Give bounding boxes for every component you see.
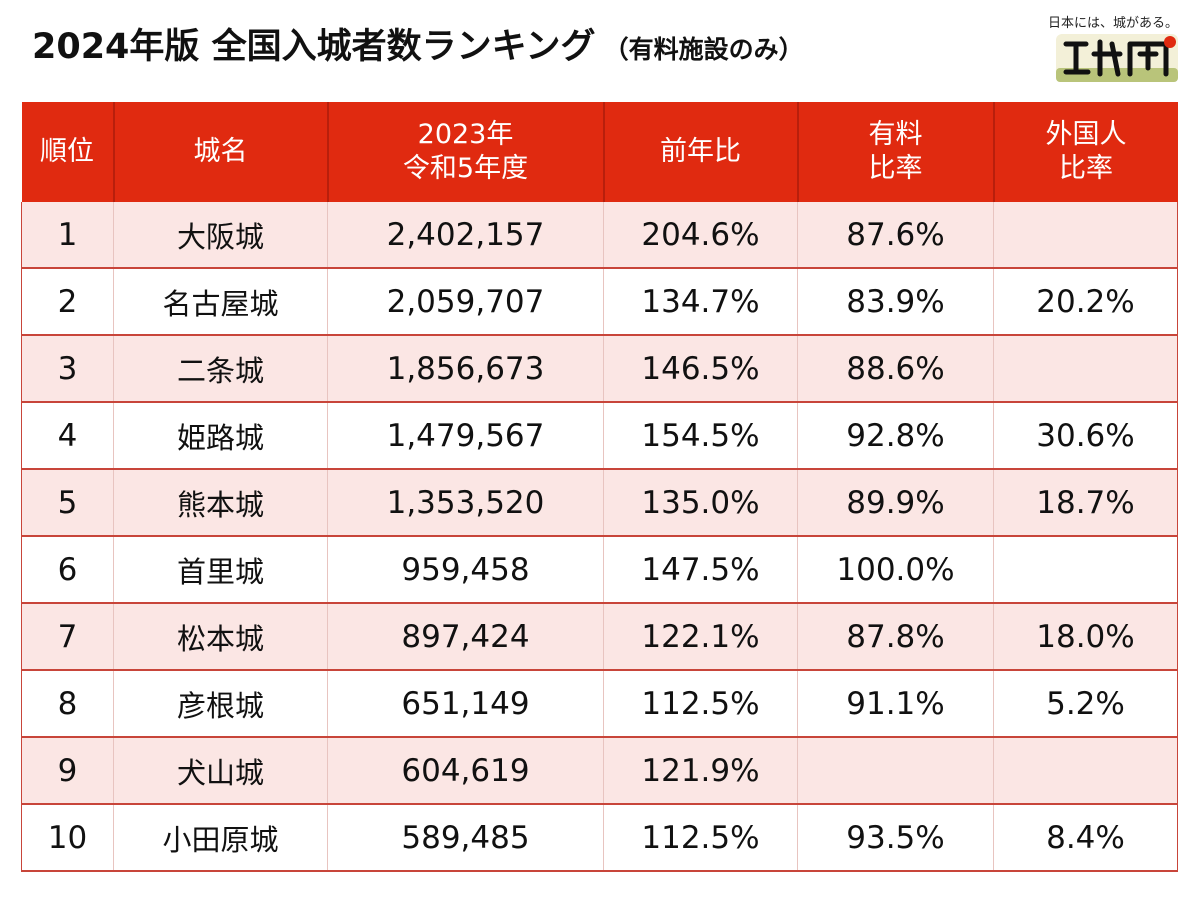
column-header-line2: 比率 bbox=[1059, 153, 1113, 184]
column-header-visitors: 2023年 令和5年度 bbox=[327, 102, 605, 202]
castle-name-cell: 首里城 bbox=[113, 536, 328, 604]
table-row: 8 彦根城 651,149 112.5% 91.1% 5.2% bbox=[21, 670, 1178, 738]
foreign-ratio-cell: 5.2% bbox=[993, 670, 1178, 738]
yoy-cell: 204.6% bbox=[603, 202, 798, 269]
yoy-cell: 134.7% bbox=[603, 268, 798, 336]
visitors-cell: 2,402,157 bbox=[327, 202, 604, 269]
column-header-line1: 前年比 bbox=[660, 136, 741, 167]
visitors-cell: 1,353,520 bbox=[327, 469, 604, 537]
table-row: 7 松本城 897,424 122.1% 87.8% 18.0% bbox=[21, 603, 1178, 671]
title-main: 2024年版 全国入城者数ランキング bbox=[32, 27, 596, 67]
column-header-paid-ratio: 有料 比率 bbox=[797, 102, 995, 202]
foreign-ratio-cell: 18.0% bbox=[993, 603, 1178, 671]
rank-cell: 10 bbox=[21, 804, 114, 872]
foreign-ratio-cell bbox=[993, 202, 1178, 269]
column-header-line1: 城名 bbox=[193, 136, 248, 167]
rank-cell: 2 bbox=[21, 268, 114, 336]
rank-cell: 4 bbox=[21, 402, 114, 470]
paid-ratio-cell bbox=[797, 737, 994, 805]
castle-name-cell: 犬山城 bbox=[113, 737, 328, 805]
yoy-cell: 112.5% bbox=[603, 670, 798, 738]
yoy-cell: 121.9% bbox=[603, 737, 798, 805]
foreign-ratio-cell bbox=[993, 335, 1178, 403]
rank-cell: 6 bbox=[21, 536, 114, 604]
castle-name-cell: 姫路城 bbox=[113, 402, 328, 470]
yoy-cell: 147.5% bbox=[603, 536, 798, 604]
rank-cell: 7 bbox=[21, 603, 114, 671]
column-header-name: 城名 bbox=[113, 102, 329, 202]
castle-name-cell: 熊本城 bbox=[113, 469, 328, 537]
foreign-ratio-cell: 30.6% bbox=[993, 402, 1178, 470]
yoy-cell: 146.5% bbox=[603, 335, 798, 403]
visitors-cell: 2,059,707 bbox=[327, 268, 604, 336]
table-body: 1 大阪城 2,402,157 204.6% 87.6% 2 名古屋城 2,05… bbox=[21, 202, 1178, 872]
logo-tagline: 日本には、城がある。 bbox=[1048, 16, 1179, 31]
column-header-line1: 順位 bbox=[40, 136, 94, 167]
foreign-ratio-cell: 20.2% bbox=[993, 268, 1178, 336]
column-header-line1: 外国人 bbox=[1045, 119, 1127, 150]
paid-ratio-cell: 88.6% bbox=[797, 335, 994, 403]
rank-cell: 3 bbox=[21, 335, 114, 403]
foreign-ratio-cell bbox=[993, 536, 1178, 604]
paid-ratio-cell: 91.1% bbox=[797, 670, 994, 738]
visitors-cell: 897,424 bbox=[327, 603, 604, 671]
table-row: 2 名古屋城 2,059,707 134.7% 83.9% 20.2% bbox=[21, 268, 1178, 336]
paid-ratio-cell: 100.0% bbox=[797, 536, 994, 604]
rank-cell: 9 bbox=[21, 737, 114, 805]
yoy-cell: 135.0% bbox=[603, 469, 798, 537]
paid-ratio-cell: 92.8% bbox=[797, 402, 994, 470]
visitors-cell: 589,485 bbox=[327, 804, 604, 872]
table-row: 4 姫路城 1,479,567 154.5% 92.8% 30.6% bbox=[21, 402, 1178, 470]
column-header-line2: 令和5年度 bbox=[402, 153, 529, 184]
paid-ratio-cell: 89.9% bbox=[797, 469, 994, 537]
table-header-row: 順位 城名 2023年 令和5年度 前年比 有料 比率 外国人 bbox=[21, 102, 1178, 202]
castle-name-cell: 二条城 bbox=[113, 335, 328, 403]
column-header-rank: 順位 bbox=[21, 102, 115, 202]
castle-name-cell: 名古屋城 bbox=[113, 268, 328, 336]
foreign-ratio-cell: 18.7% bbox=[993, 469, 1178, 537]
foreign-ratio-cell: 8.4% bbox=[993, 804, 1178, 872]
castle-name-cell: 松本城 bbox=[113, 603, 328, 671]
paid-ratio-cell: 93.5% bbox=[797, 804, 994, 872]
rank-cell: 5 bbox=[21, 469, 114, 537]
page-title: 2024年版 全国入城者数ランキング （有料施設のみ） bbox=[32, 18, 804, 78]
yoy-cell: 112.5% bbox=[603, 804, 798, 872]
title-sub: （有料施設のみ） bbox=[603, 35, 804, 64]
visitors-cell: 604,619 bbox=[327, 737, 604, 805]
castle-name-cell: 彦根城 bbox=[113, 670, 328, 738]
ranking-table: 順位 城名 2023年 令和5年度 前年比 有料 比率 外国人 bbox=[21, 102, 1178, 872]
column-header-line1: 2023年 bbox=[417, 119, 514, 150]
paid-ratio-cell: 87.8% bbox=[797, 603, 994, 671]
table-row: 9 犬山城 604,619 121.9% bbox=[21, 737, 1178, 805]
visitors-cell: 1,856,673 bbox=[327, 335, 604, 403]
logo-mark-icon bbox=[1056, 34, 1178, 82]
logo: 日本には、城がある。 bbox=[1042, 10, 1192, 84]
table-row: 6 首里城 959,458 147.5% 100.0% bbox=[21, 536, 1178, 604]
yoy-cell: 122.1% bbox=[603, 603, 798, 671]
visitors-cell: 1,479,567 bbox=[327, 402, 604, 470]
foreign-ratio-cell bbox=[993, 737, 1178, 805]
castle-name-cell: 大阪城 bbox=[113, 202, 328, 269]
column-header-line2: 比率 bbox=[868, 153, 923, 184]
rank-cell: 8 bbox=[21, 670, 114, 738]
yoy-cell: 154.5% bbox=[603, 402, 798, 470]
visitors-cell: 651,149 bbox=[327, 670, 604, 738]
rank-cell: 1 bbox=[21, 202, 114, 269]
column-header-line1: 有料 bbox=[868, 119, 923, 150]
castle-name-cell: 小田原城 bbox=[113, 804, 328, 872]
table-row: 5 熊本城 1,353,520 135.0% 89.9% 18.7% bbox=[21, 469, 1178, 537]
table-row: 1 大阪城 2,402,157 204.6% 87.6% bbox=[21, 202, 1178, 269]
column-header-foreign-ratio: 外国人 比率 bbox=[993, 102, 1178, 202]
table-row: 3 二条城 1,856,673 146.5% 88.6% bbox=[21, 335, 1178, 403]
paid-ratio-cell: 87.6% bbox=[797, 202, 994, 269]
paid-ratio-cell: 83.9% bbox=[797, 268, 994, 336]
column-header-yoy: 前年比 bbox=[603, 102, 799, 202]
visitors-cell: 959,458 bbox=[327, 536, 604, 604]
table-row: 10 小田原城 589,485 112.5% 93.5% 8.4% bbox=[21, 804, 1178, 872]
